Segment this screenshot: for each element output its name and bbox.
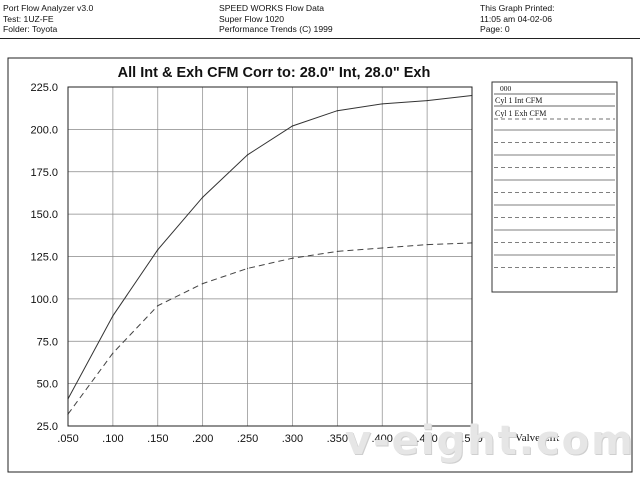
- legend-label: Cyl 1 Int CFM: [495, 96, 542, 105]
- series-line-exh-cfm: [67, 242, 473, 415]
- y-tick-label: 100.0: [30, 294, 58, 306]
- printed-time-label: 11:05 am 04-02-06: [480, 13, 552, 24]
- data-point-exh: [381, 247, 383, 249]
- data-point-exh: [246, 267, 249, 269]
- y-tick-label: 75.0: [37, 336, 58, 348]
- page-label: Page: 0: [480, 24, 510, 35]
- data-point-int: [336, 110, 338, 112]
- data-source-label: SPEED WORKS Flow Data: [219, 3, 325, 13]
- legend-frame: [491, 81, 618, 293]
- x-tick-label: .450: [416, 433, 437, 445]
- x-tick-label: .350: [327, 433, 348, 445]
- x-tick-label: .500: [461, 433, 482, 445]
- data-point-exh: [202, 283, 204, 285]
- data-point-exh: [157, 305, 159, 307]
- x-tick-label: .400: [372, 433, 393, 445]
- y-tick-label: 200.0: [30, 124, 58, 136]
- bench-label: Super Flow 1020: [219, 13, 284, 24]
- y-tick-label: 150.0: [30, 209, 58, 221]
- x-tick-label: .100: [102, 433, 123, 445]
- test-label: Test: 1UZ-FE: [3, 13, 54, 24]
- data-point-int: [381, 103, 383, 105]
- x-tick-label: .150: [147, 433, 168, 445]
- header-right-block: This Graph Printed: 11:05 am 04-02-06 Pa…: [480, 3, 555, 35]
- series-lines: [67, 94, 473, 415]
- data-point-int: [202, 196, 204, 198]
- data-point-int: [291, 125, 294, 127]
- y-tick-label: 50.0: [37, 379, 58, 391]
- legend: 000 Cyl 1 Int CFM Cyl 1 Exh CFM: [491, 81, 618, 293]
- y-tick-label: 225.0: [30, 82, 58, 94]
- data-point-int: [426, 99, 428, 102]
- app-name-label: Port Flow Analyzer v3.0: [3, 3, 94, 13]
- y-tick-label: 175.0: [30, 167, 58, 179]
- x-tick-label: .200: [192, 433, 213, 445]
- chart-title: All Int & Exh CFM Corr to: 28.0" Int, 28…: [118, 65, 431, 81]
- legend-label: Cyl 1 Exh CFM: [495, 109, 546, 118]
- data-point-int: [246, 154, 249, 156]
- data-point-int: [112, 315, 114, 317]
- y-axis-ticks: 25.0 50.0 75.0 100.0 125.0 150.0 175.0 200.0 225…: [30, 82, 58, 433]
- data-point-exh: [426, 244, 428, 246]
- plot-area-border: [67, 86, 473, 427]
- printed-label: This Graph Printed:: [480, 3, 555, 13]
- x-tick-label: .250: [237, 433, 258, 445]
- header-divider: [0, 38, 640, 39]
- y-tick-label: 25.0: [37, 421, 58, 433]
- chart-frame: [7, 57, 633, 473]
- data-point-int: [157, 249, 159, 251]
- data-point-exh: [112, 352, 114, 354]
- x-tick-label: .050: [57, 433, 78, 445]
- grid-lines: [68, 87, 472, 426]
- x-axis-ticks: .050 .100 .150 .200 .250 .300 .350 .400 .450 .500: [57, 433, 482, 445]
- header-center-block: SPEED WORKS Flow Data Super Flow 1020 Pe…: [219, 3, 333, 35]
- series-line-int-cfm: [67, 95, 473, 400]
- y-tick-label: 125.0: [30, 252, 58, 264]
- data-point-exh: [336, 250, 338, 253]
- x-axis-label: Valve Lift: [515, 432, 559, 444]
- data-point-exh: [291, 257, 294, 259]
- folder-label: Folder: Toyota: [3, 24, 58, 35]
- x-tick-label: .300: [282, 433, 303, 445]
- legend-header: 000: [500, 84, 512, 93]
- copyright-label: Performance Trends (C) 1999: [219, 24, 333, 35]
- header-left-block: Port Flow Analyzer v3.0 Test: 1UZ-FE Fol…: [3, 3, 93, 35]
